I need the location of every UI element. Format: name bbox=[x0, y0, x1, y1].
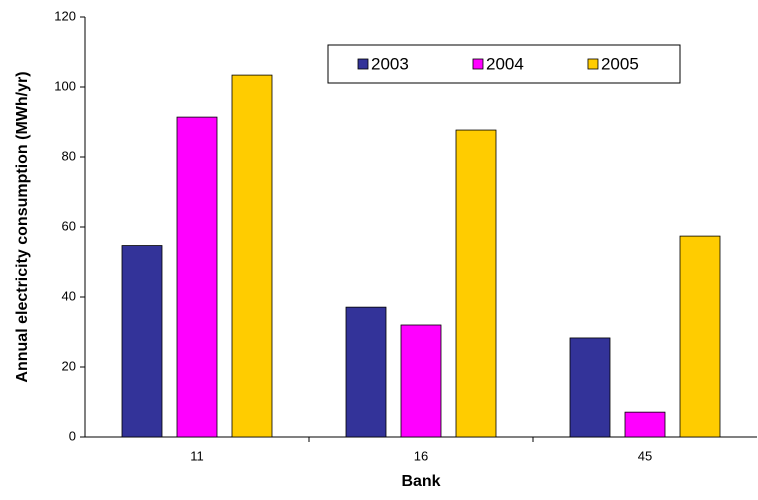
bar bbox=[176, 116, 218, 438]
bar bbox=[121, 245, 163, 438]
bar bbox=[569, 337, 611, 438]
y-tick-label: 120 bbox=[54, 8, 76, 23]
bar bbox=[231, 74, 273, 438]
y-tick-label: 0 bbox=[69, 428, 76, 443]
legend-label: 2005 bbox=[601, 54, 639, 73]
bar bbox=[624, 411, 666, 438]
legend-swatch bbox=[587, 58, 599, 70]
y-axis-label: Annual electricity consumption (MWh/yr) bbox=[14, 71, 31, 382]
bar bbox=[455, 129, 497, 438]
x-axis-label: Bank bbox=[401, 473, 440, 490]
legend-swatch bbox=[357, 58, 369, 70]
bar bbox=[400, 324, 442, 438]
bar bbox=[679, 235, 721, 438]
y-tick-label: 100 bbox=[54, 78, 76, 93]
legend-swatch bbox=[472, 58, 484, 70]
legend-box bbox=[327, 44, 681, 84]
bar bbox=[345, 306, 387, 438]
legend-label: 2003 bbox=[371, 54, 409, 73]
x-tick-label: 16 bbox=[414, 448, 428, 463]
y-tick-label: 40 bbox=[62, 288, 76, 303]
y-tick-label: 20 bbox=[62, 358, 76, 373]
x-tick-label: 45 bbox=[638, 448, 652, 463]
legend-label: 2004 bbox=[486, 54, 524, 73]
y-tick-label: 60 bbox=[62, 218, 76, 233]
y-tick-label: 80 bbox=[62, 148, 76, 163]
x-tick-label: 11 bbox=[190, 448, 204, 463]
